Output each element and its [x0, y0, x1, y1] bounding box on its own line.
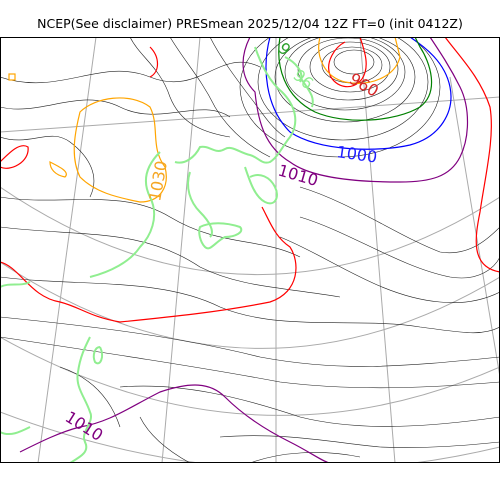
map-title: NCEP(See disclaimer) PRESmean 2025/12/04… — [0, 16, 500, 31]
contour-label-1000: 1000 — [335, 142, 378, 166]
map-border — [1, 38, 500, 463]
contour-label-1010-north: 1010 — [276, 161, 320, 190]
pressure-map: 960 1000 1010 1030 1010 9 96 — [0, 37, 500, 463]
contour-label-partial-9: 9 — [274, 39, 294, 60]
isobar-1000 — [266, 37, 451, 149]
isobars-thin — [0, 37, 500, 463]
contour-label-partial-96: 96 — [289, 66, 317, 94]
